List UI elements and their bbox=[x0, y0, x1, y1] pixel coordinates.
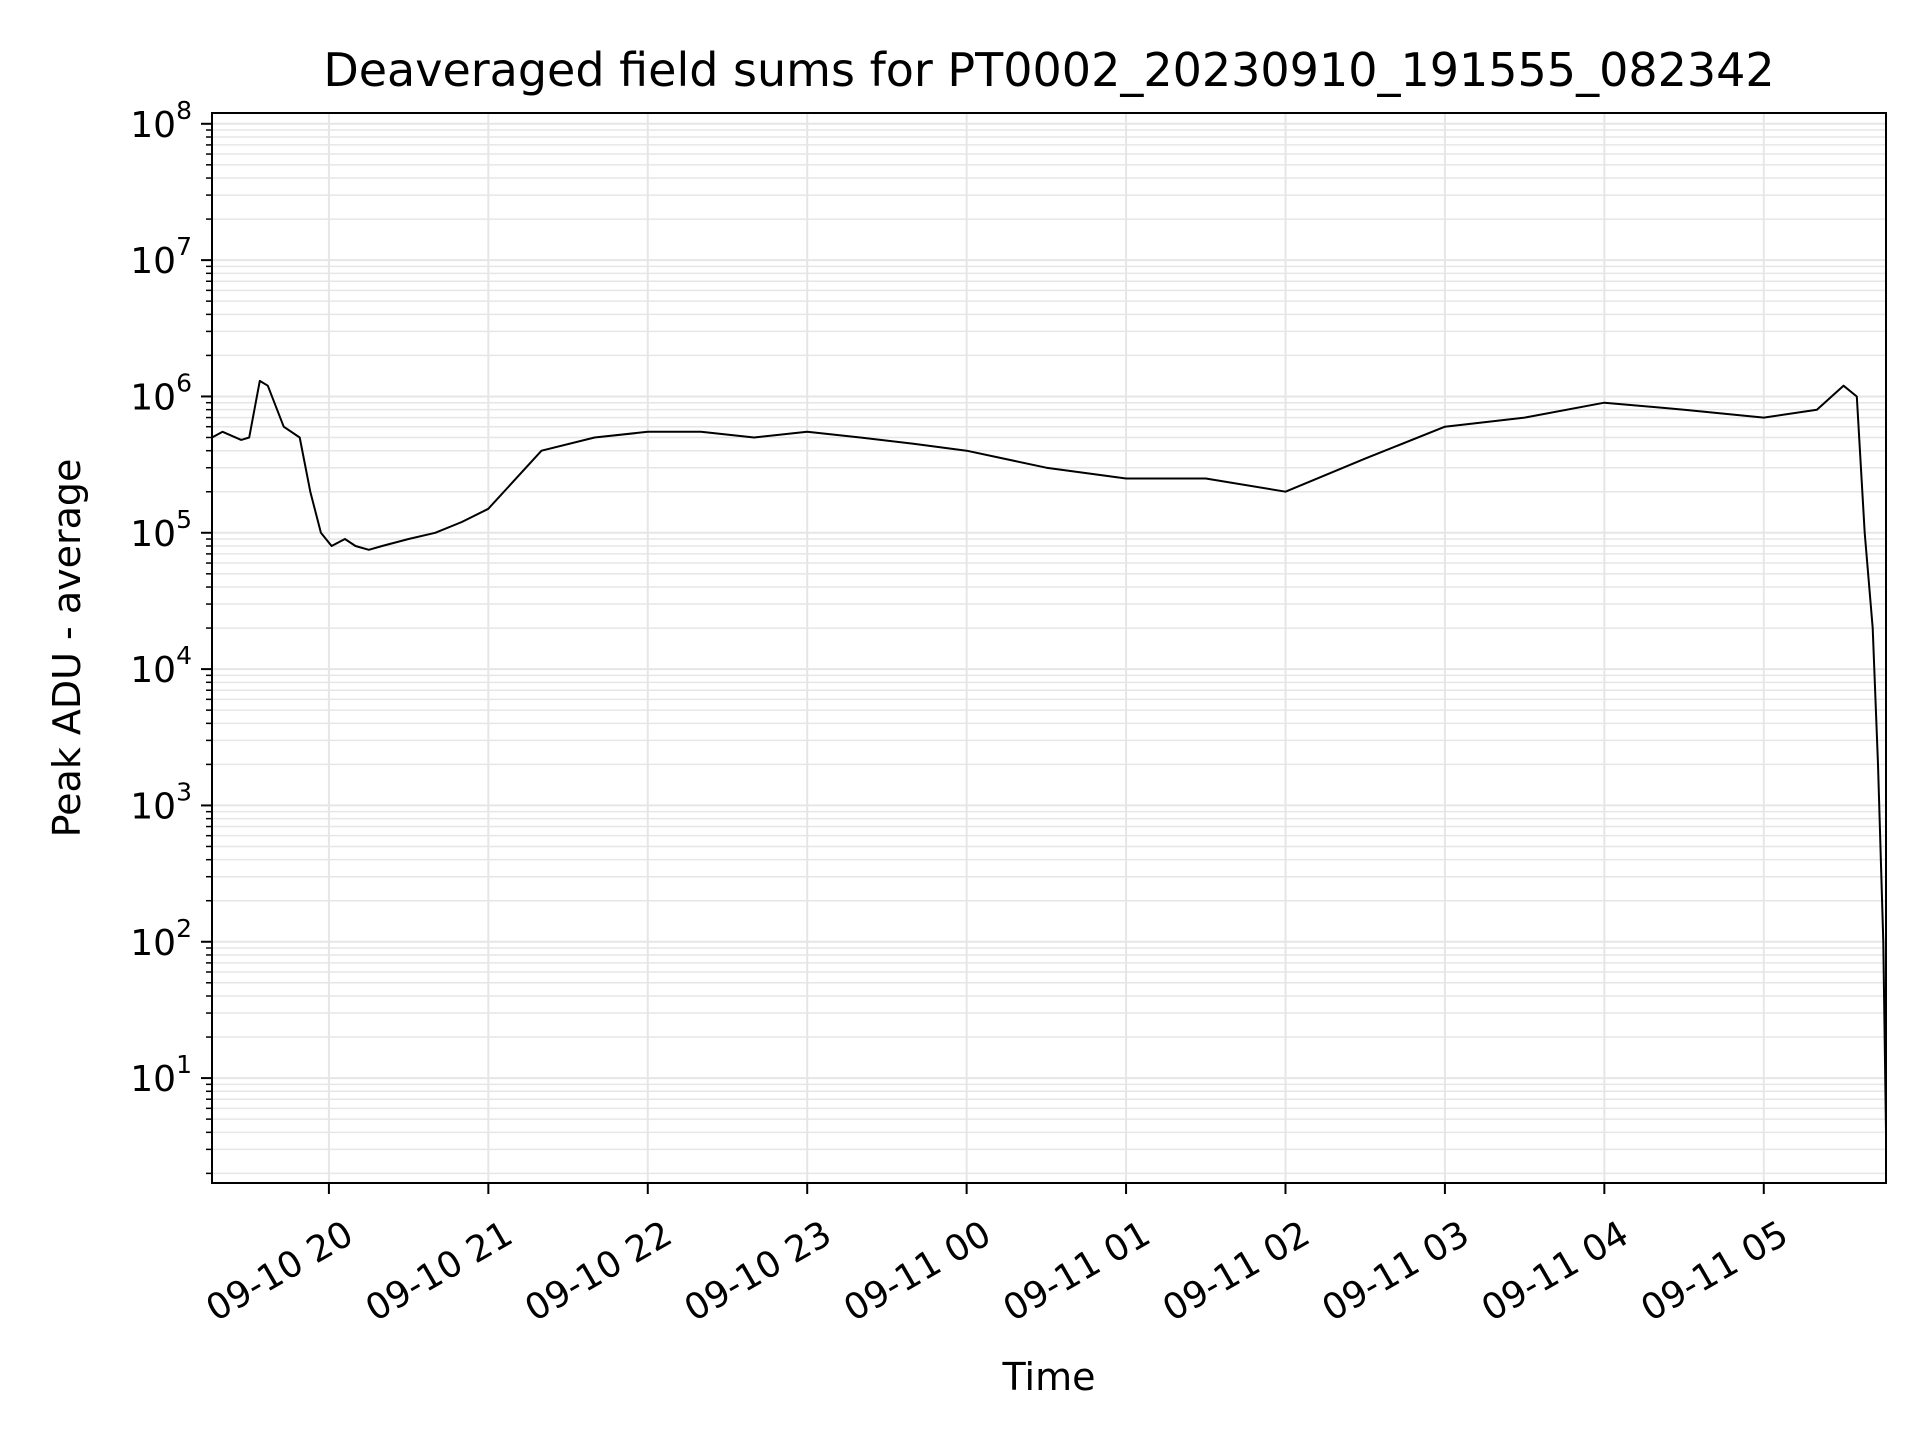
series-line-0 bbox=[212, 379, 1886, 1133]
y-axis: 101 102 103 104 105 106 107 108 bbox=[130, 96, 212, 1175]
y-tick-label: 107 bbox=[130, 232, 192, 282]
y-tick-label: 108 bbox=[130, 96, 192, 146]
chart-title: Deaveraged field sums for PT0002_2023091… bbox=[323, 43, 1774, 97]
y-tick-label: 101 bbox=[130, 1050, 192, 1100]
y-tick-label: 105 bbox=[130, 505, 192, 555]
grid bbox=[212, 113, 1886, 1183]
y-axis-label: Peak ADU - average bbox=[45, 459, 89, 838]
y-tick-label: 102 bbox=[130, 914, 192, 964]
plot-frame bbox=[211, 112, 1887, 1184]
y-tick-label: 106 bbox=[130, 368, 192, 418]
x-axis-label: Time bbox=[1002, 1355, 1096, 1399]
plot-area bbox=[212, 379, 1886, 1133]
y-tick-label: 104 bbox=[130, 641, 192, 691]
y-tick-label: 103 bbox=[130, 777, 192, 827]
